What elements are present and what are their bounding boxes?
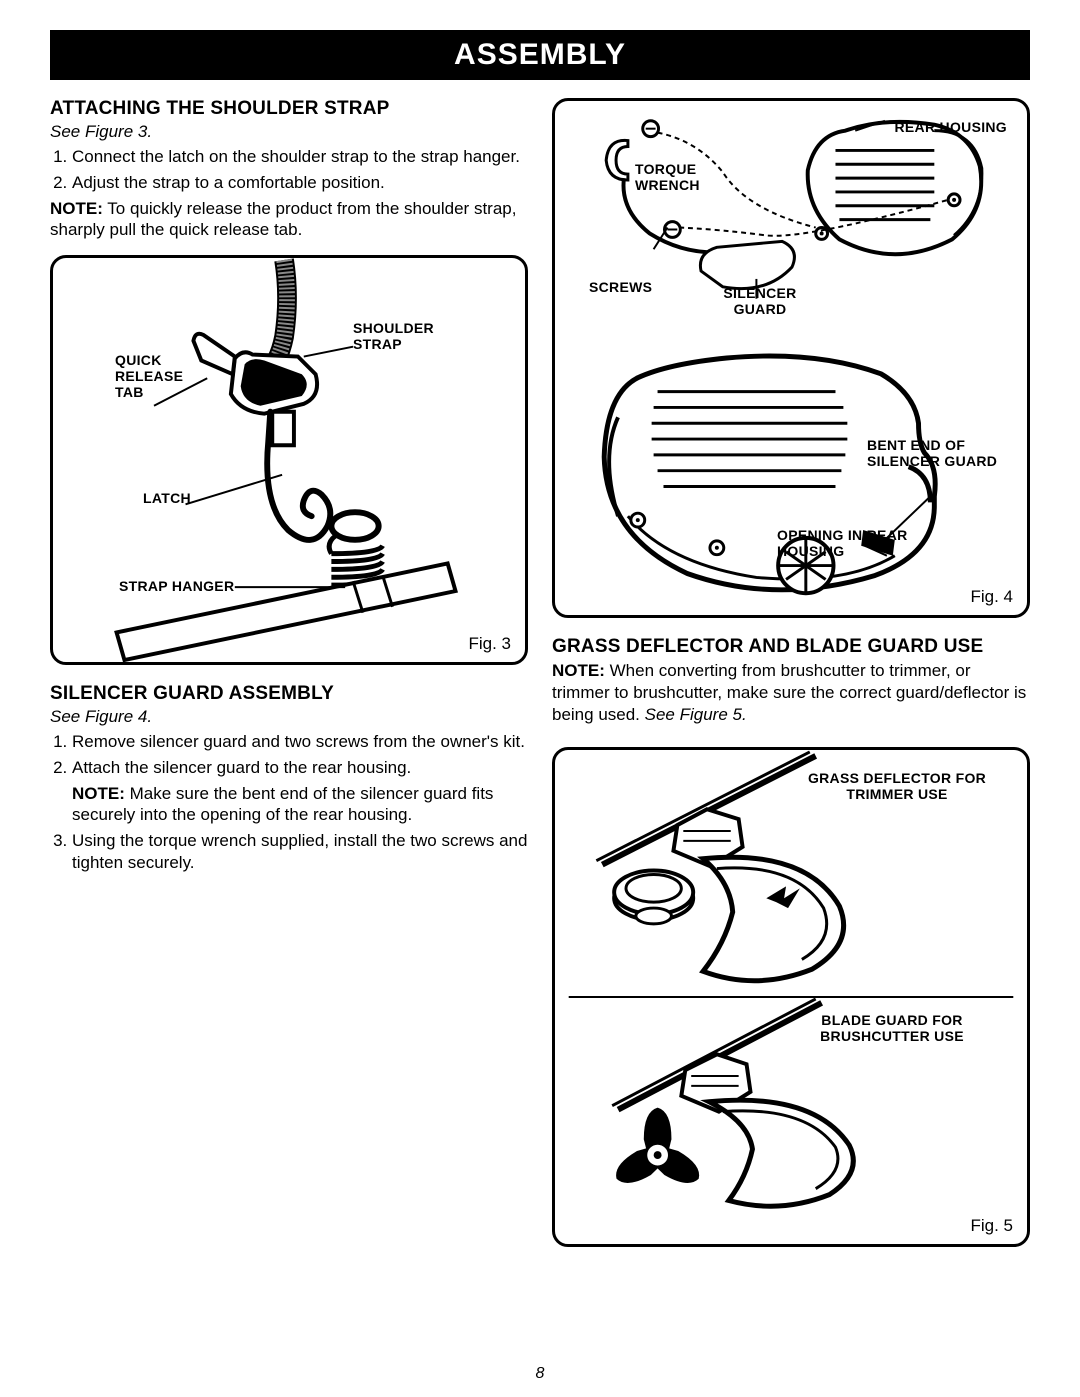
heading-grass-deflector: GRASS DEFLECTOR AND BLADE GUARD USE bbox=[552, 636, 1030, 658]
step: Remove silencer guard and two screws fro… bbox=[72, 731, 528, 753]
label-grass-deflector: GRASS DEFLECTOR FOR TRIMMER USE bbox=[807, 770, 987, 802]
figure-3-box: QUICK RELEASE TAB SHOULDER STRAP LATCH S… bbox=[50, 255, 528, 665]
label-strap-hanger: STRAP HANGER bbox=[119, 578, 234, 594]
figure-3-caption: Fig. 3 bbox=[468, 634, 511, 654]
heading-shoulder-strap: ATTACHING THE SHOULDER STRAP bbox=[50, 98, 528, 120]
page-title-bar: ASSEMBLY bbox=[50, 30, 1030, 80]
label-screws: SCREWS bbox=[589, 279, 652, 295]
figure-5-caption: Fig. 5 bbox=[970, 1216, 1013, 1236]
label-torque-wrench: TORQUE WRENCH bbox=[635, 161, 715, 193]
heading-silencer-guard: SILENCER GUARD ASSEMBLY bbox=[50, 683, 528, 705]
see-figure-3: See Figure 3. bbox=[50, 122, 528, 142]
label-silencer-guard: SILENCER GUARD bbox=[715, 285, 805, 317]
two-column-layout: ATTACHING THE SHOULDER STRAP See Figure … bbox=[50, 98, 1030, 1247]
note-body: Make sure the bent end of the silencer g… bbox=[72, 784, 493, 825]
figure-3-illustration bbox=[53, 258, 525, 662]
label-shoulder-strap: SHOULDER STRAP bbox=[353, 320, 453, 352]
figure-5-box: GRASS DEFLECTOR FOR TRIMMER USE BLADE GU… bbox=[552, 747, 1030, 1247]
note-body: To quickly release the product from the … bbox=[50, 199, 516, 240]
step: Attach the silencer guard to the rear ho… bbox=[72, 757, 528, 826]
step: Using the torque wrench supplied, instal… bbox=[72, 830, 528, 874]
label-latch: LATCH bbox=[143, 490, 191, 506]
label-opening: OPENING IN REAR HOUSING bbox=[777, 527, 927, 559]
note-label: NOTE: bbox=[552, 661, 605, 680]
figure-4-caption: Fig. 4 bbox=[970, 587, 1013, 607]
label-blade-guard: BLADE GUARD FOR BRUSHCUTTER USE bbox=[807, 1012, 977, 1044]
step: Connect the latch on the shoulder strap … bbox=[72, 146, 528, 168]
note-grass-deflector: NOTE: When converting from brushcutter t… bbox=[552, 660, 1030, 725]
note-label: NOTE: bbox=[72, 784, 125, 803]
note-body: When converting from brushcutter to trim… bbox=[552, 661, 1026, 724]
label-quick-release: QUICK RELEASE TAB bbox=[115, 352, 201, 400]
label-bent-end: BENT END OF SILENCER GUARD bbox=[867, 437, 1007, 469]
see-figure-4: See Figure 4. bbox=[50, 707, 528, 727]
right-column: REAR HOUSING TORQUE WRENCH SCREWS SILENC… bbox=[552, 98, 1030, 1247]
figure-4-box: REAR HOUSING TORQUE WRENCH SCREWS SILENC… bbox=[552, 98, 1030, 618]
steps-silencer-guard: Remove silencer guard and two screws fro… bbox=[50, 731, 528, 874]
step: Adjust the strap to a comfortable positi… bbox=[72, 172, 528, 194]
step-note: NOTE: Make sure the bent end of the sile… bbox=[72, 783, 528, 827]
label-rear-housing: REAR HOUSING bbox=[895, 119, 1008, 135]
note-label: NOTE: bbox=[50, 199, 103, 218]
steps-shoulder-strap: Connect the latch on the shoulder strap … bbox=[50, 146, 528, 194]
page-number: 8 bbox=[0, 1365, 1080, 1383]
note-shoulder-strap: NOTE: To quickly release the product fro… bbox=[50, 198, 528, 242]
left-column: ATTACHING THE SHOULDER STRAP See Figure … bbox=[50, 98, 528, 1247]
see-figure-5-inline: See Figure 5. bbox=[645, 705, 747, 724]
step-text: Attach the silencer guard to the rear ho… bbox=[72, 758, 411, 777]
figure-5-illustration bbox=[555, 750, 1027, 1244]
